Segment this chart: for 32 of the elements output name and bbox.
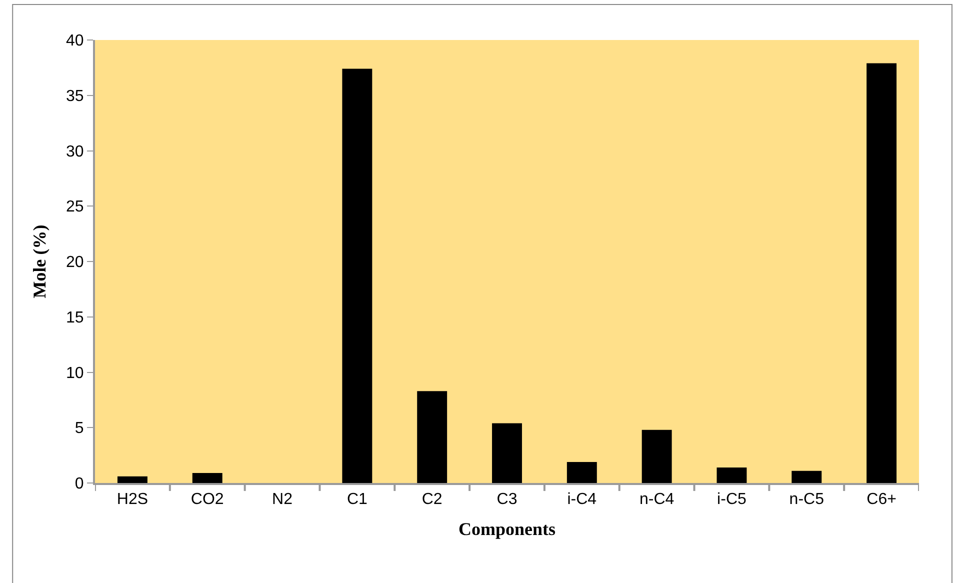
- x-tick-label: C3: [496, 491, 518, 508]
- bar: [866, 63, 897, 483]
- bar: [642, 430, 672, 483]
- bar: [492, 423, 522, 483]
- y-tick-label: 35: [66, 88, 84, 105]
- x-tick-label: i-C5: [717, 491, 746, 508]
- y-tick-label: 40: [66, 32, 84, 50]
- x-tick-label: n-C5: [789, 491, 824, 508]
- y-tick-label: 15: [66, 309, 84, 326]
- x-tick-label: C2: [422, 491, 442, 508]
- x-tick-label: N2: [272, 491, 293, 508]
- y-tick-label: 0: [74, 476, 84, 493]
- bar: [417, 391, 448, 483]
- y-tick-label: 5: [74, 420, 84, 438]
- bar: [342, 68, 372, 483]
- bar: [192, 473, 222, 483]
- x-tick-label: H2S: [116, 491, 148, 508]
- x-tick-label: CO2: [190, 491, 224, 508]
- x-axis-title: Components: [458, 518, 556, 539]
- bar: [792, 470, 822, 483]
- y-axis-title: Mole (%): [30, 224, 50, 298]
- bar: [117, 476, 148, 483]
- y-tick-label: 30: [66, 143, 84, 160]
- x-tick-label: C1: [346, 491, 368, 508]
- x-tick-label: C6+: [866, 491, 896, 508]
- y-tick-label: 25: [66, 198, 84, 216]
- bar: [716, 468, 747, 483]
- bar: [566, 462, 597, 483]
- x-tick-label: n-C4: [639, 491, 674, 508]
- y-tick-label: 20: [66, 254, 84, 272]
- y-tick-label: 10: [66, 364, 84, 382]
- x-tick-label: i-C4: [567, 491, 597, 508]
